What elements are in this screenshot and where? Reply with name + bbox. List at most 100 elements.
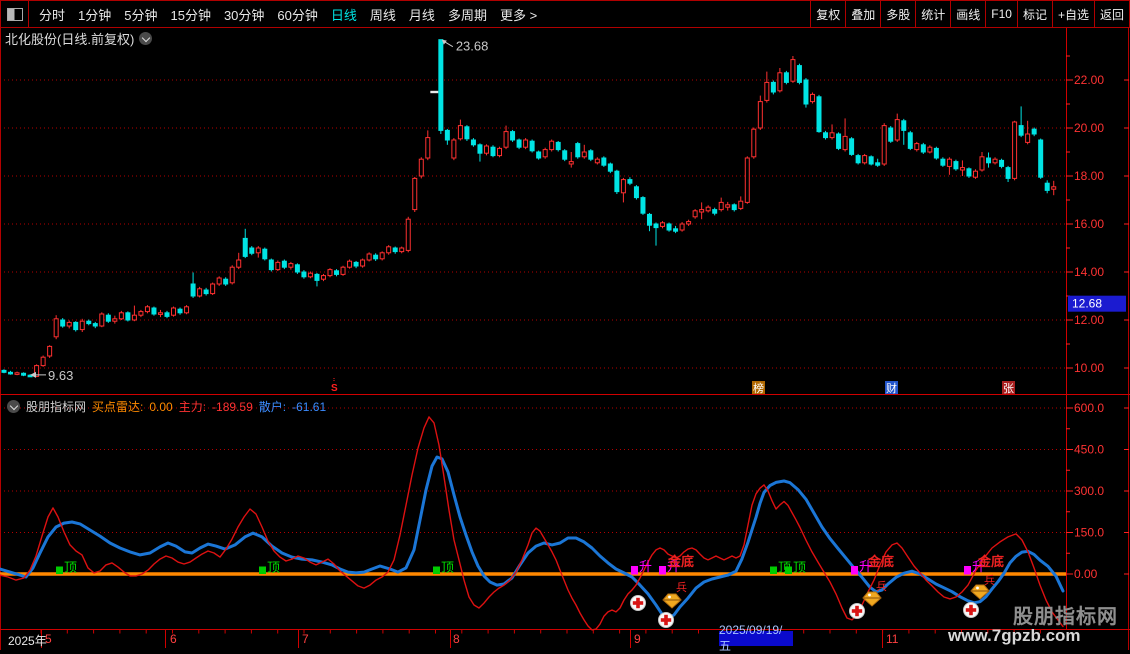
candle (157, 312, 163, 315)
candle (783, 72, 789, 83)
candle (836, 133, 842, 149)
candle (829, 132, 835, 139)
tool-item[interactable]: 返回 (1093, 1, 1129, 27)
candle (171, 307, 177, 316)
main-force-label[interactable]: 主力: (178, 400, 207, 414)
limit-dash-candle (430, 90, 439, 94)
candle (588, 150, 594, 160)
candle (457, 125, 463, 140)
candle (770, 81, 776, 93)
tool-item[interactable]: 统计 (915, 1, 950, 27)
rise-marker-flag (659, 566, 666, 575)
candle (399, 247, 405, 253)
candle (660, 222, 666, 227)
low-arrowhead (30, 371, 36, 378)
price-axis-label: 10.00 (1074, 361, 1104, 375)
price-axis-label: 18.00 (1074, 169, 1104, 183)
diamond-sparkle (868, 593, 871, 597)
news-badge[interactable] (752, 381, 765, 394)
news-badge[interactable] (1002, 381, 1015, 394)
period-item[interactable]: 1分钟 (78, 7, 112, 23)
candle (229, 266, 235, 284)
candle (868, 156, 874, 165)
candle (803, 79, 809, 105)
candle (881, 125, 887, 165)
candle (633, 186, 639, 199)
candle (1051, 186, 1057, 190)
candle (1044, 182, 1050, 191)
month-label: 9 (634, 632, 641, 646)
indicator-source: 股朋指标网 (26, 400, 87, 414)
news-badge-text: 财 (886, 381, 897, 395)
sell-marker: S (331, 383, 338, 394)
candle (646, 213, 652, 226)
collapse-indicator-icon[interactable] (7, 400, 20, 413)
candle (1025, 133, 1031, 143)
candle (673, 228, 679, 232)
candle (47, 345, 53, 357)
low-price-annotation: 9.63 (48, 368, 73, 383)
candle (412, 177, 418, 211)
cross-horizontal (851, 609, 863, 613)
tool-item[interactable]: 叠加 (845, 1, 880, 27)
tool-item[interactable]: F10 (985, 1, 1017, 27)
candle (627, 179, 633, 184)
high-arrowhead (441, 39, 447, 45)
top-marker-text: 顶 (793, 560, 806, 575)
layout-toggle-icon[interactable] (1, 1, 29, 27)
rise-marker-flag (631, 566, 638, 575)
candle (725, 204, 731, 208)
month-label: 5 (45, 632, 52, 646)
top-marker-flag (433, 566, 440, 574)
candle (562, 150, 568, 160)
period-item[interactable]: 日线 (330, 7, 357, 23)
candle (946, 158, 952, 167)
candle (210, 283, 216, 295)
tool-item[interactable]: 复权 (810, 1, 845, 27)
period-item[interactable]: 分时 (39, 7, 66, 23)
candle (73, 321, 79, 331)
period-item[interactable]: 多周期 (447, 7, 487, 23)
period-item[interactable]: 60分钟 (277, 7, 318, 23)
candle (177, 308, 183, 314)
indicator-axis-label: 0.00 (1074, 567, 1098, 581)
candle (275, 261, 281, 271)
month-label: 11 (886, 632, 899, 646)
tool-item[interactable]: 标记 (1016, 1, 1052, 27)
candle (816, 96, 822, 133)
candle (86, 320, 92, 325)
candle (842, 135, 848, 151)
candle (144, 306, 150, 313)
news-badge-text: 榜 (753, 381, 764, 395)
news-badge[interactable] (885, 381, 898, 394)
chevron-down-icon[interactable] (139, 32, 153, 45)
candle (184, 306, 190, 314)
current-price-marker (1068, 295, 1126, 312)
golden-bottom-text: 金底 (867, 554, 894, 569)
period-item[interactable]: 更多 > (499, 7, 538, 23)
period-item[interactable]: 15分钟 (170, 7, 211, 23)
price-axis-label: 20.00 (1074, 121, 1104, 135)
candle (386, 246, 392, 254)
top-marker-flag (259, 566, 266, 574)
indicator-header: 股朋指标网 买点雷达: 0.00 主力: -189.59 散户: -61.61 (2, 398, 326, 415)
period-item[interactable]: 月线 (408, 7, 435, 23)
candle (1012, 121, 1018, 179)
tool-item[interactable]: +自选 (1051, 1, 1094, 27)
candle (966, 168, 972, 177)
soldier-marker-text: 兵 (876, 580, 887, 593)
period-item[interactable]: 30分钟 (223, 7, 265, 23)
period-item[interactable]: 周线 (369, 7, 396, 23)
candle (907, 132, 913, 149)
radar-label[interactable]: 买点雷达: (92, 400, 144, 414)
tool-item[interactable]: 多股 (880, 1, 915, 27)
date-axis: 2025年 2025/09/19/五 5 6 7 8 9 11 (0, 623, 1130, 653)
period-item[interactable]: 5分钟 (124, 7, 158, 23)
candle (8, 371, 14, 375)
tool-item[interactable]: 画线 (950, 1, 985, 27)
candle (497, 147, 503, 157)
retail-label[interactable]: 散户: (258, 400, 287, 414)
candle (542, 149, 548, 158)
candle (379, 252, 385, 260)
cross-horizontal (660, 618, 672, 622)
